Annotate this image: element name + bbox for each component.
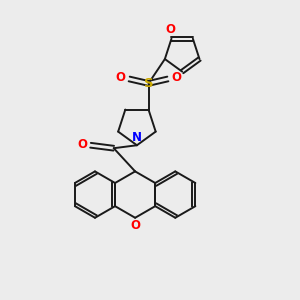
Text: O: O: [165, 23, 175, 36]
Text: O: O: [77, 138, 87, 151]
Text: O: O: [130, 219, 140, 232]
Text: S: S: [144, 77, 153, 90]
Text: O: O: [116, 71, 126, 84]
Text: N: N: [132, 131, 142, 144]
Text: O: O: [171, 71, 182, 84]
